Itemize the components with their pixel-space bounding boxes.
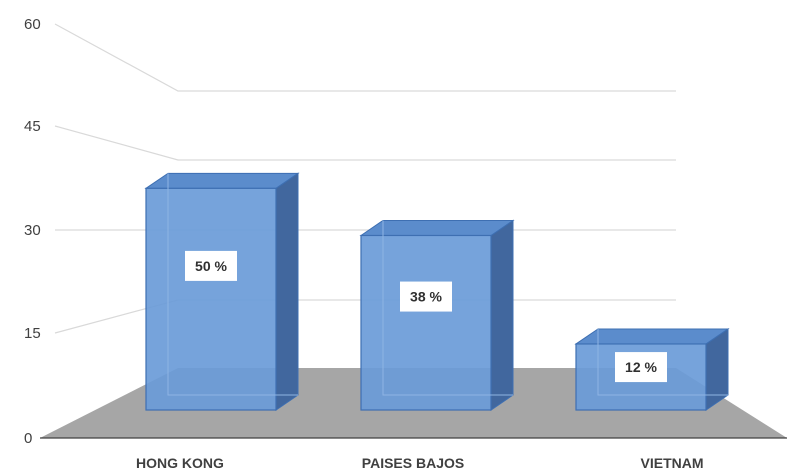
data-label-box [185,250,237,281]
y-tick-label: 60 [24,16,41,33]
y-tick-label: 15 [24,325,41,342]
bar-top-face [574,328,730,345]
bar-1 [144,172,300,411]
bar-side-face [490,219,514,411]
data-label-text: 50 % [195,258,227,274]
y-tick-label: 30 [24,222,41,239]
x-tick-label: PAISES BAJOS [362,455,464,471]
y-tick-label: 45 [24,118,41,135]
x-axis: HONG KONG PAISES BAJOS VIETNAM [136,455,703,471]
bar-top-face [359,219,515,236]
data-label-text: 12 % [625,359,657,375]
y-tick-label: 0 [24,430,32,447]
y-axis: 0 15 30 45 60 [24,16,41,447]
data-label-text: 38 % [410,289,442,305]
data-label-box [615,352,667,383]
bar-front-face [360,234,492,411]
x-tick-label: VIETNAM [641,455,704,471]
bar-side-face [275,172,299,411]
data-labels: 50 % 38 % 12 % [185,250,667,383]
data-label: 38 % [400,281,452,312]
bar-front-face [145,187,277,411]
gridline-45 [54,125,676,161]
gridline-60 [54,23,676,92]
data-label: 12 % [615,352,667,383]
bar-top-face [144,172,300,189]
bar-2 [359,219,515,411]
x-tick-label: HONG KONG [136,455,224,471]
bar-inner-edge [382,220,513,396]
bar-inner-edge [597,328,728,396]
data-label-box [400,281,452,312]
bar-inner-edge [167,173,298,396]
bars [144,172,730,411]
data-label: 50 % [185,250,237,281]
